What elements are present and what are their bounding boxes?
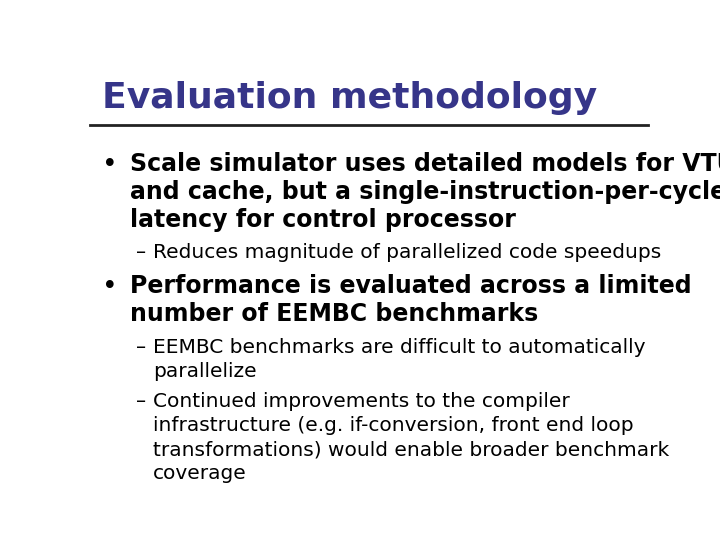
Text: EEMBC benchmarks are difficult to automatically: EEMBC benchmarks are difficult to automa… bbox=[153, 338, 646, 356]
Text: coverage: coverage bbox=[153, 464, 247, 483]
Text: •: • bbox=[102, 274, 118, 300]
Text: Reduces magnitude of parallelized code speedups: Reduces magnitude of parallelized code s… bbox=[153, 243, 661, 262]
Text: number of EEMBC benchmarks: number of EEMBC benchmarks bbox=[130, 302, 539, 326]
Text: transformations) would enable broader benchmark: transformations) would enable broader be… bbox=[153, 440, 670, 459]
Text: Performance is evaluated across a limited: Performance is evaluated across a limite… bbox=[130, 274, 692, 299]
Text: –: – bbox=[136, 392, 146, 411]
Text: Scale simulator uses detailed models for VTU: Scale simulator uses detailed models for… bbox=[130, 152, 720, 176]
Text: Evaluation methodology: Evaluation methodology bbox=[102, 82, 598, 116]
Text: infrastructure (e.g. if-conversion, front end loop: infrastructure (e.g. if-conversion, fron… bbox=[153, 416, 634, 435]
Text: latency for control processor: latency for control processor bbox=[130, 208, 516, 232]
Text: parallelize: parallelize bbox=[153, 362, 256, 381]
Text: Continued improvements to the compiler: Continued improvements to the compiler bbox=[153, 392, 570, 411]
Text: –: – bbox=[136, 243, 146, 262]
Text: and cache, but a single-instruction-per-cycle: and cache, but a single-instruction-per-… bbox=[130, 180, 720, 204]
Text: –: – bbox=[136, 338, 146, 356]
Text: •: • bbox=[102, 152, 118, 178]
